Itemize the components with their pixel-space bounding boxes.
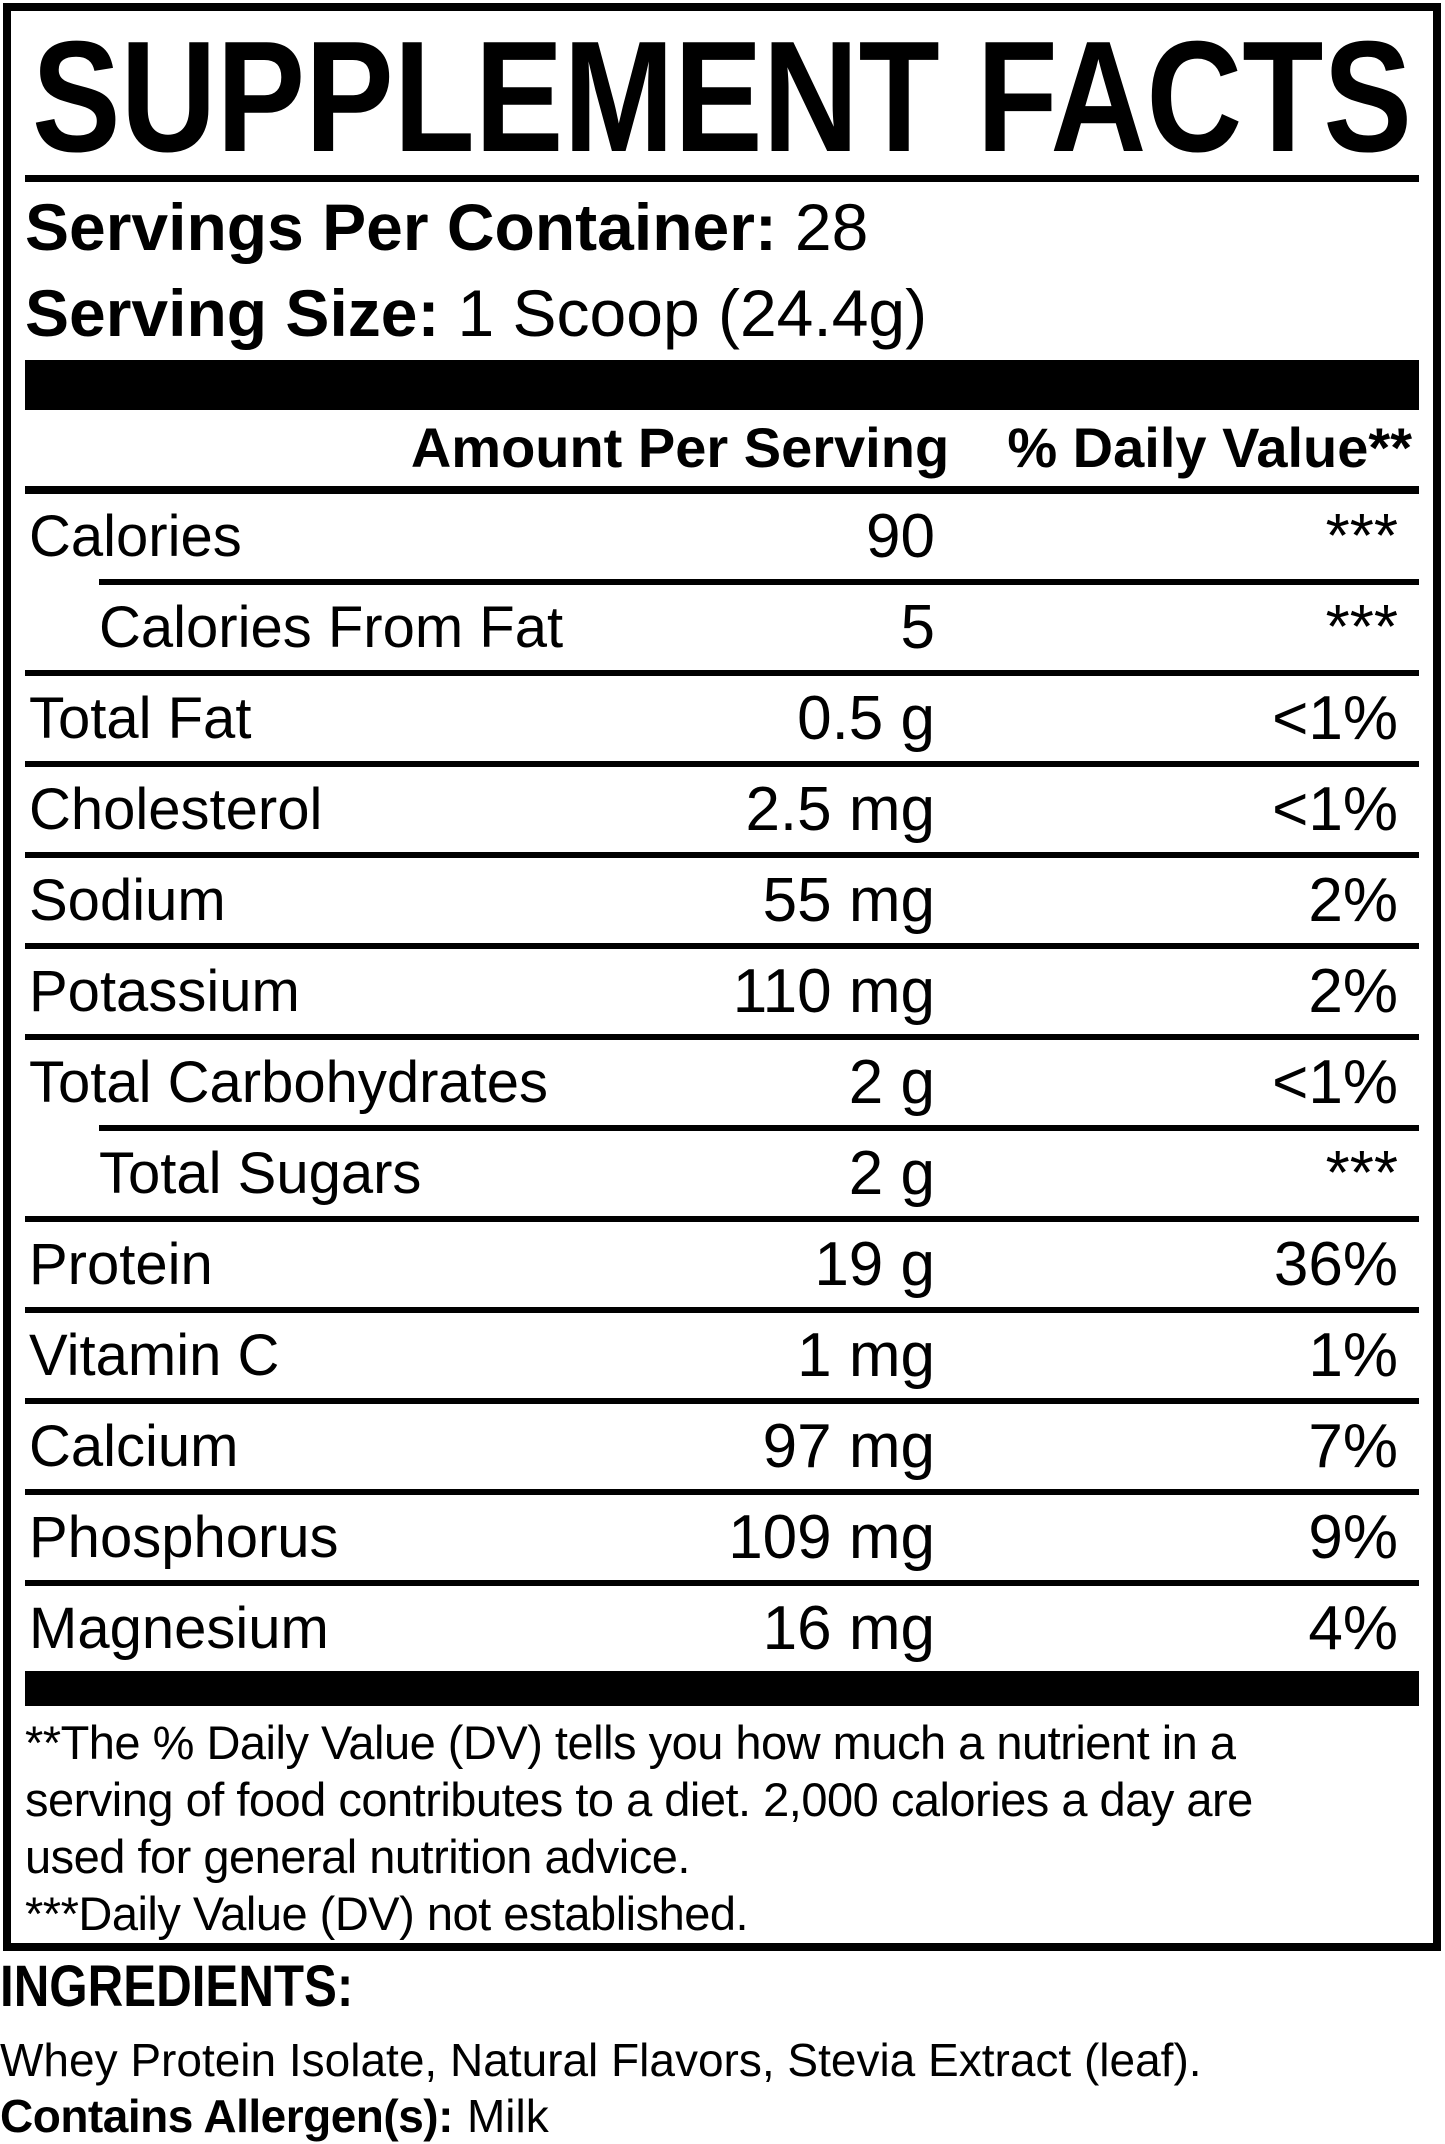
nutrient-row-calories: Calories 90 *** xyxy=(25,494,1419,579)
header-divider xyxy=(25,486,1419,494)
nutrient-amount: 2 g xyxy=(848,1139,935,1208)
row-separator xyxy=(25,1034,1419,1040)
supplement-facts-panel: SUPPLEMENT FACTS Servings Per Container:… xyxy=(3,3,1441,1951)
nutrient-amount: 109 mg xyxy=(728,1503,935,1572)
daily-value-header: % Daily Value** xyxy=(1007,416,1412,479)
row-separator xyxy=(25,852,1419,858)
nutrient-daily-value: *** xyxy=(1325,593,1398,662)
nutrient-amount: 2.5 mg xyxy=(745,775,935,844)
servings-per-container-label: Servings Per Container: xyxy=(25,190,777,264)
row-separator xyxy=(99,1125,1419,1131)
nutrient-amount: 55 mg xyxy=(762,866,935,935)
nutrient-name: Total Carbohydrates xyxy=(29,1050,549,1115)
dv-not-established-footnote: ***Daily Value (DV) not established. xyxy=(25,1887,749,1940)
nutrient-amount: 2 g xyxy=(848,1048,935,1117)
nutrient-daily-value: 7% xyxy=(1308,1412,1398,1481)
nutrient-name: Phosphorus xyxy=(29,1505,339,1570)
nutrient-name: Calories From Fat xyxy=(99,595,564,660)
row-separator xyxy=(99,579,1419,585)
nutrient-name: Calcium xyxy=(29,1414,239,1479)
nutrient-row-protein: Protein 19 g 36% xyxy=(25,1222,1419,1307)
nutrient-amount: 1 mg xyxy=(797,1321,935,1390)
nutrient-row-cholesterol: Cholesterol 2.5 mg <1% xyxy=(25,767,1419,852)
nutrient-name: Total Sugars xyxy=(99,1141,422,1206)
nutrient-daily-value: 4% xyxy=(1308,1594,1398,1663)
amount-per-serving-header: Amount Per Serving xyxy=(410,416,950,479)
nutrient-amount: 90 xyxy=(866,502,935,571)
serving-size-value: 1 Scoop (24.4g) xyxy=(457,276,928,350)
nutrient-row-calories-from-fat: Calories From Fat 5 *** xyxy=(25,585,1419,670)
nutrient-row-total-sugars: Total Sugars 2 g *** xyxy=(25,1131,1419,1216)
page-title: SUPPLEMENT FACTS xyxy=(32,29,1412,167)
nutrient-daily-value: 2% xyxy=(1308,957,1398,1026)
panel-title-svg: SUPPLEMENT FACTS xyxy=(32,29,1412,167)
row-separator xyxy=(25,1307,1419,1313)
nutrient-daily-value: 9% xyxy=(1308,1503,1398,1572)
nutrient-name: Potassium xyxy=(29,959,300,1024)
row-separator xyxy=(25,761,1419,767)
nutrient-daily-value: 2% xyxy=(1308,866,1398,935)
ingredients-section: INGREDIENTS: Whey Protein Isolate, Natur… xyxy=(0,1956,1445,2144)
nutrient-amount: 110 mg xyxy=(732,957,935,1026)
nutrient-row-potassium: Potassium 110 mg 2% xyxy=(25,949,1419,1034)
footnotes: **The % Daily Value (DV) tells you how m… xyxy=(25,1714,1419,1942)
nutrient-row-total-fat: Total Fat 0.5 g <1% xyxy=(25,676,1419,761)
row-separator xyxy=(25,1398,1419,1404)
section-bar-bottom xyxy=(25,1671,1419,1706)
nutrient-row-phosphorus: Phosphorus 109 mg 9% xyxy=(25,1495,1419,1580)
nutrient-row-sodium: Sodium 55 mg 2% xyxy=(25,858,1419,943)
table-column-header: Amount Per Serving % Daily Value** xyxy=(25,410,1419,486)
row-separator xyxy=(25,1216,1419,1222)
serving-info: Servings Per Container: 28 Serving Size: 1… xyxy=(25,184,1419,356)
nutrient-daily-value: <1% xyxy=(1272,684,1398,753)
nutrient-amount: 19 g xyxy=(814,1230,935,1299)
title-divider xyxy=(25,175,1419,182)
serving-size-label: Serving Size: xyxy=(25,276,440,350)
nutrient-daily-value: <1% xyxy=(1272,1048,1398,1117)
nutrient-daily-value: *** xyxy=(1325,502,1398,571)
row-separator xyxy=(25,1489,1419,1495)
nutrient-row-calcium: Calcium 97 mg 7% xyxy=(25,1404,1419,1489)
nutrient-name: Vitamin C xyxy=(29,1323,280,1388)
nutrient-name: Calories xyxy=(29,504,242,569)
nutrient-amount: 97 mg xyxy=(762,1412,935,1481)
allergen-line: Contains Allergen(s): Milk xyxy=(0,2088,1445,2144)
ingredients-list: Whey Protein Isolate, Natural Flavors, S… xyxy=(0,2034,1202,2086)
nutrient-row-total-carbohydrates: Total Carbohydrates 2 g <1% xyxy=(25,1040,1419,1125)
nutrient-row-magnesium: Magnesium 16 mg 4% xyxy=(25,1586,1419,1671)
nutrient-name: Protein xyxy=(29,1232,213,1297)
nutrient-amount: 0.5 g xyxy=(797,684,935,753)
servings-per-container: Servings Per Container: 28 xyxy=(25,184,1419,270)
panel-title-wrap: SUPPLEMENT FACTS xyxy=(25,29,1419,167)
ingredients-heading: INGREDIENTS: xyxy=(0,1954,354,2019)
nutrient-daily-value: *** xyxy=(1325,1139,1398,1208)
nutrient-name: Sodium xyxy=(29,868,226,933)
nutrient-daily-value: 36% xyxy=(1273,1230,1398,1299)
daily-value-footnote-line: **The % Daily Value (DV) tells you how m… xyxy=(25,1716,1236,1769)
nutrient-name: Magnesium xyxy=(29,1596,329,1661)
servings-per-container-value: 28 xyxy=(794,190,869,264)
allergen-value: Milk xyxy=(466,2090,549,2142)
nutrient-daily-value: 1% xyxy=(1308,1321,1398,1390)
section-bar-top xyxy=(25,360,1419,410)
nutrient-row-vitamin-c: Vitamin C 1 mg 1% xyxy=(25,1313,1419,1398)
row-separator xyxy=(25,670,1419,676)
nutrient-daily-value: <1% xyxy=(1272,775,1398,844)
row-separator xyxy=(25,1580,1419,1586)
nutrient-amount: 5 xyxy=(900,593,935,662)
nutrient-name: Cholesterol xyxy=(29,777,323,842)
daily-value-footnote-line: serving of food contributes to a diet. 2… xyxy=(25,1773,1253,1826)
daily-value-footnote-line: used for general nutrition advice. xyxy=(25,1830,690,1883)
allergen-label: Contains Allergen(s): xyxy=(0,2090,453,2142)
nutrient-name: Total Fat xyxy=(29,686,252,751)
nutrient-amount: 16 mg xyxy=(762,1594,935,1663)
row-separator xyxy=(25,943,1419,949)
serving-size: Serving Size: 1 Scoop (24.4g) xyxy=(25,270,1419,356)
